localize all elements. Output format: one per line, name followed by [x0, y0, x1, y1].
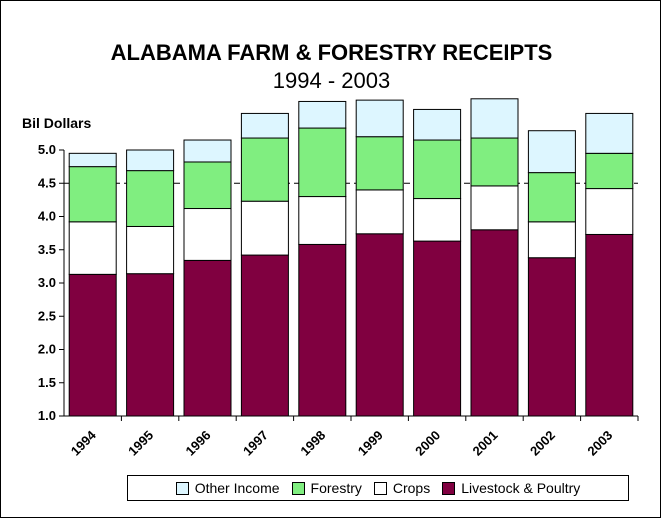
y-tick-label: 1.5: [38, 375, 56, 390]
legend-swatch: [291, 481, 305, 495]
bar-segment-crops-1995: [126, 225, 175, 275]
y-tick-label: 2.0: [38, 342, 56, 357]
bar-segment-forestry-2001: [470, 137, 519, 187]
x-tick-label: 1997: [240, 428, 271, 459]
legend-swatch: [175, 481, 189, 495]
bar-segment-crops-1996: [183, 208, 232, 261]
bar-segment-other-income-1999: [355, 99, 404, 138]
bar-segment-crops-2002: [527, 221, 576, 259]
bar-segment-livestock-poultry-2002: [527, 257, 576, 417]
bar-segment-crops-2001: [470, 185, 519, 231]
x-tick-label: 1995: [125, 428, 156, 459]
x-tick-label: 1998: [297, 428, 328, 459]
legend-label: Livestock & Poultry: [461, 480, 581, 496]
bar-segment-forestry-2003: [585, 152, 634, 190]
bar-segment-forestry-2000: [413, 139, 462, 200]
bar-segment-crops-1998: [298, 196, 347, 245]
legend-item-crops: Crops: [373, 480, 431, 496]
bar-segment-livestock-poultry-1998: [298, 243, 347, 417]
bar-segment-crops-1997: [240, 200, 289, 256]
bar-segment-forestry-1995: [126, 170, 175, 227]
y-tick-label: 1.0: [38, 408, 56, 423]
legend: Other Income Forestry Crops Livestock & Pou…: [127, 475, 629, 501]
bar-segment-livestock-poultry-2003: [585, 233, 634, 417]
bar-segment-other-income-1994: [68, 152, 117, 168]
legend-swatch: [373, 481, 387, 495]
chart-title: ALABAMA FARM & FORESTRY RECEIPTS: [110, 40, 553, 65]
y-tick-label: 3.5: [38, 242, 56, 257]
bar-segment-livestock-poultry-1996: [183, 259, 232, 417]
chart-subtitle: 1994 - 2003: [272, 68, 391, 93]
bar-segment-crops-2003: [585, 188, 634, 235]
legend-item-livestock-poultry: Livestock & Poultry: [442, 480, 580, 496]
y-tick-label: 2.5: [38, 308, 56, 323]
bar-segment-forestry-1998: [298, 127, 347, 198]
y-axis-label: Bil Dollars: [22, 115, 92, 131]
bar-segment-other-income-2000: [413, 108, 462, 141]
y-tick-label: 5.0: [38, 142, 56, 157]
legend-item-forestry: Forestry: [291, 480, 362, 496]
y-tick-label: 4.5: [38, 175, 56, 190]
bar-segment-crops-2000: [413, 198, 462, 242]
bar-segment-other-income-1998: [298, 100, 347, 129]
bar-segment-other-income-1997: [240, 112, 289, 139]
legend-label: Other Income: [194, 480, 280, 496]
legend-label: Forestry: [310, 480, 362, 496]
bar-segment-crops-1994: [68, 221, 117, 275]
bar-segment-other-income-2001: [470, 98, 519, 139]
x-tick-label: 1999: [355, 428, 386, 459]
x-tick-label: 2001: [470, 428, 501, 459]
bar-segment-forestry-1999: [355, 136, 404, 191]
bar-segment-livestock-poultry-2000: [413, 240, 462, 417]
x-tick-label: 1996: [183, 428, 214, 459]
bar-segment-other-income-2003: [585, 112, 634, 154]
bar-segment-forestry-2002: [527, 172, 576, 223]
legend-item-other-income: Other Income: [175, 480, 280, 496]
stacked-bar-chart: 1.0 1.5 2.0 2.5 3.0 3.5 4.0 4.5 5.0 1994 1995 1996 1…: [38, 98, 639, 459]
y-tick-label: 4.0: [38, 209, 56, 224]
bar-segment-livestock-poultry-1995: [126, 273, 175, 417]
bar-segment-livestock-poultry-2001: [470, 229, 519, 417]
bar-segment-livestock-poultry-1997: [240, 254, 289, 417]
x-tick-label: 2003: [584, 428, 615, 459]
x-tick-label: 1994: [68, 427, 100, 459]
bar-segment-forestry-1996: [183, 161, 232, 210]
bar-segment-crops-1999: [355, 189, 404, 235]
bar-segment-other-income-1995: [126, 149, 175, 172]
legend-label: Crops: [392, 480, 431, 496]
bar-segment-livestock-poultry-1994: [68, 273, 117, 417]
bar-segment-other-income-1996: [183, 139, 232, 163]
bar-segment-forestry-1994: [68, 166, 117, 223]
bar-segment-forestry-1997: [240, 137, 289, 202]
bar-segment-other-income-2002: [527, 130, 576, 174]
y-tick-label: 3.0: [38, 275, 56, 290]
x-tick-label: 2000: [412, 428, 443, 459]
legend-swatch: [442, 481, 456, 495]
bar-segment-livestock-poultry-1999: [355, 233, 404, 417]
x-tick-label: 2002: [527, 428, 558, 459]
